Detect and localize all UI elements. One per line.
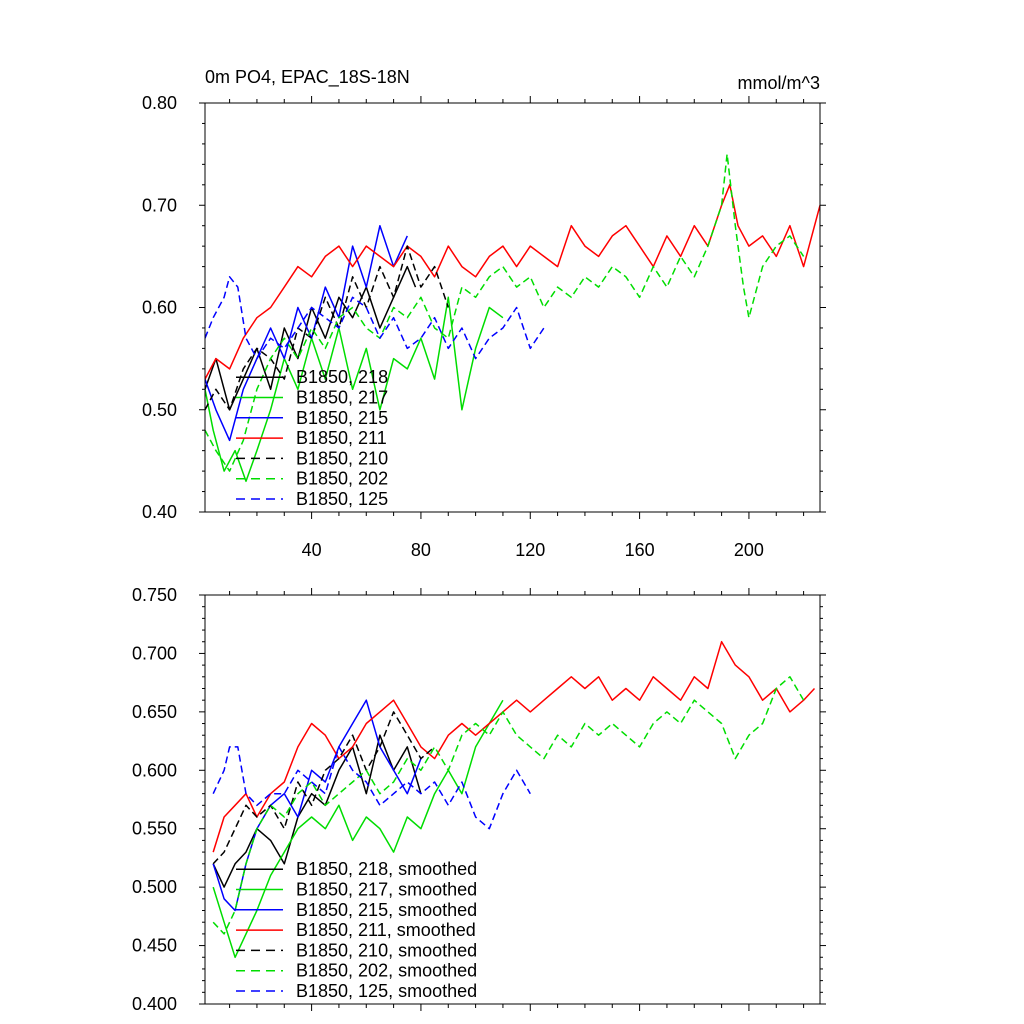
y-tick-label: 0.40 [142, 502, 177, 522]
x-tick-label: 40 [302, 540, 322, 560]
y-tick-label: 0.400 [132, 994, 177, 1014]
legend-label: B1850, 210 [296, 448, 388, 468]
series-line-3 [205, 184, 820, 380]
series-line-3 [212, 640, 816, 853]
legend-label: B1850, 125, smoothed [296, 981, 477, 1001]
series-line-2 [205, 224, 408, 442]
series-line-4 [205, 245, 450, 411]
legend-label: B1850, 202 [296, 469, 388, 489]
series-line-6 [212, 746, 531, 830]
chart-title: 0m PO4, EPAC_18S-18N [205, 67, 410, 88]
legend-label: B1850, 211 [296, 428, 387, 448]
x-tick-label: 200 [734, 540, 764, 560]
y-tick-label: 0.700 [132, 643, 177, 663]
y-tick-label: 0.80 [142, 93, 177, 113]
y-tick-label: 0.450 [132, 936, 177, 956]
chart-panel-top: 0.40 0.50 0.60 0.70 0.80 40 80 120 160 200 0m PO4,… [142, 67, 826, 560]
series-line-6 [205, 276, 545, 360]
series-line-5 [212, 676, 805, 935]
series-line-0 [212, 734, 422, 888]
legend-label: B1850, 218, smoothed [296, 859, 477, 879]
series-line-1 [205, 296, 504, 483]
y-tick-label: 0.60 [142, 298, 177, 318]
y-tick-label: 0.500 [132, 877, 177, 897]
x-tick-label: 160 [625, 540, 655, 560]
series-lines [212, 640, 816, 959]
y-tick-label: 0.50 [142, 400, 177, 420]
series-line-1 [212, 699, 504, 959]
x-tick-label: 120 [515, 540, 545, 560]
legend-label: B1850, 217 [296, 388, 388, 408]
chart-panel-bottom: 0.400 0.450 0.500 0.550 0.600 0.650 0.700 0.750… [132, 585, 826, 1014]
legend-label: B1850, 210, smoothed [296, 940, 477, 960]
y-tick-label: 0.70 [142, 195, 177, 215]
y-tick-label: 0.600 [132, 760, 177, 780]
legend-label: B1850, 215, smoothed [296, 900, 477, 920]
legend-label: B1850, 202, smoothed [296, 961, 477, 981]
series-lines [205, 153, 820, 483]
series-line-4 [212, 711, 436, 865]
y-tick-label: 0.750 [132, 585, 177, 605]
legend-label: B1850, 211, smoothed [296, 920, 476, 940]
series-line-5 [205, 153, 805, 472]
y-tick-label: 0.550 [132, 819, 177, 839]
y-tick-label: 0.650 [132, 702, 177, 722]
series-line-2 [212, 699, 422, 912]
legend-label: B1850, 217, smoothed [296, 880, 477, 900]
legend-label: B1850, 215 [296, 408, 388, 428]
x-tick-label: 80 [411, 540, 431, 560]
legend-label: B1850, 218 [296, 367, 388, 387]
units-label: mmol/m^3 [738, 73, 820, 93]
legend-label: B1850, 125 [296, 489, 388, 509]
plot-frame [204, 594, 821, 1005]
